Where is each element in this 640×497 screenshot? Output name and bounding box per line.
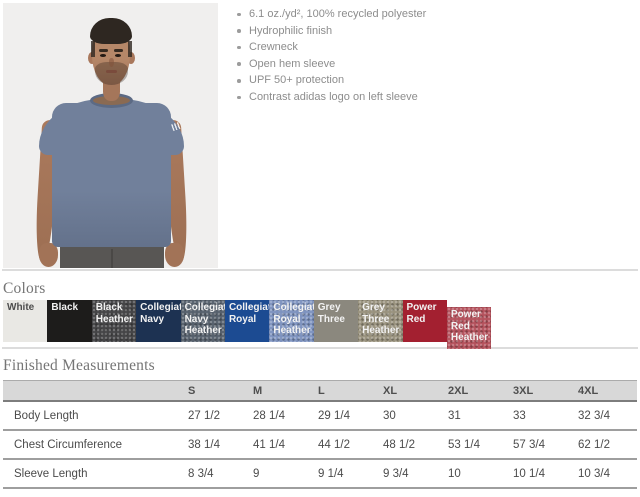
model-hair — [90, 18, 132, 44]
color-swatch-white[interactable]: White — [3, 300, 48, 342]
model-hand-right — [165, 243, 184, 267]
measurements-table: S M L XL 2XL 3XL 4XL Body Length 27 1/2 28 1/4 29… — [3, 380, 637, 489]
measurement-name-header — [3, 380, 182, 402]
measurement-value: 62 1/2 — [572, 430, 637, 460]
feature-list: 6.1 oz./yd², 100% recycled polyester Hydr… — [236, 6, 626, 106]
section-divider — [2, 269, 638, 271]
measurement-value: 38 1/4 — [182, 430, 247, 460]
feature-item: Contrast adidas logo on left sleeve — [236, 89, 626, 106]
color-swatch-collegiate-navy[interactable]: Collegiate Navy — [136, 300, 181, 342]
size-column-header-xl: XL — [377, 380, 442, 402]
tshirt-shading — [52, 191, 171, 247]
model-mouth — [106, 70, 117, 73]
measurement-value: 33 — [507, 401, 572, 431]
colors-heading: Colors — [3, 280, 46, 297]
color-swatch-black[interactable]: Black — [47, 300, 92, 342]
feature-item: UPF 50+ protection — [236, 72, 626, 89]
measurement-value: 44 1/2 — [312, 430, 377, 460]
measurement-value: 10 — [442, 459, 507, 489]
measurement-value: 10 3/4 — [572, 459, 637, 489]
measurements-heading: Finished Measurements — [3, 357, 155, 374]
feature-item: Open hem sleeve — [236, 56, 626, 73]
measurement-label: Body Length — [3, 401, 182, 431]
measurement-value: 53 1/4 — [442, 430, 507, 460]
measurement-row: Body Length 27 1/2 28 1/4 29 1/4 30 31 33 32 3/… — [3, 401, 637, 431]
section-divider — [2, 347, 638, 349]
product-model-photo — [3, 3, 218, 268]
color-swatch-power-red[interactable]: Power Red — [402, 300, 447, 342]
color-swatch-grey-three[interactable]: Grey Three — [313, 300, 359, 342]
measurement-value: 10 1/4 — [507, 459, 572, 489]
color-swatch-collegiate-navy-heather[interactable]: Collegiate Navy Heather — [181, 300, 225, 342]
measurement-value: 9 — [247, 459, 312, 489]
measurement-value: 8 3/4 — [182, 459, 247, 489]
measurement-value: 32 3/4 — [572, 401, 637, 431]
measurement-value: 30 — [377, 401, 442, 431]
color-swatch-power-red-heather[interactable]: Power Red Heather — [447, 307, 491, 349]
measurements-table-head: S M L XL 2XL 3XL 4XL — [3, 380, 637, 402]
model-sideburn-left — [91, 41, 95, 57]
measurement-value: 28 1/4 — [247, 401, 312, 431]
feature-item: 6.1 oz./yd², 100% recycled polyester — [236, 6, 626, 23]
size-column-header-s: S — [182, 380, 247, 402]
model-eyebrow-right — [114, 49, 123, 52]
color-swatch-collegiate-royal[interactable]: Collegiate Royal — [224, 300, 270, 342]
model-eyebrow-left — [99, 49, 108, 52]
model-eye-right — [115, 54, 121, 57]
color-swatch-black-heather[interactable]: Black Heather — [92, 300, 136, 342]
measurement-value: 9 3/4 — [377, 459, 442, 489]
size-header-row: S M L XL 2XL 3XL 4XL — [3, 380, 637, 402]
feature-item: Hydrophilic finish — [236, 23, 626, 40]
measurement-label: Sleeve Length — [3, 459, 182, 489]
color-swatch-collegiate-royal-heather[interactable]: Collegiate Royal Heather — [269, 300, 314, 342]
size-column-header-2xl: 2XL — [442, 380, 507, 402]
measurement-value: 41 1/4 — [247, 430, 312, 460]
model-beard — [95, 62, 128, 85]
measurement-value: 29 1/4 — [312, 401, 377, 431]
color-swatch-grey-three-heather[interactable]: Grey Three Heather — [358, 300, 402, 342]
model-hand-left — [39, 243, 58, 267]
model-eye-left — [100, 54, 106, 57]
measurements-table-body: Body Length 27 1/2 28 1/4 29 1/4 30 31 33 32 3/… — [3, 401, 637, 489]
size-column-header-3xl: 3XL — [507, 380, 572, 402]
measurement-label: Chest Circumference — [3, 430, 182, 460]
measurement-value: 57 3/4 — [507, 430, 572, 460]
measurement-value: 48 1/2 — [377, 430, 442, 460]
measurement-value: 31 — [442, 401, 507, 431]
feature-item: Crewneck — [236, 39, 626, 56]
measurement-row: Chest Circumference 38 1/4 41 1/4 44 1/2 48 … — [3, 430, 637, 460]
size-column-header-l: L — [312, 380, 377, 402]
size-column-header-4xl: 4XL — [572, 380, 637, 402]
tshirt-torso — [52, 103, 171, 247]
model-nose — [109, 58, 114, 67]
size-column-header-m: M — [247, 380, 312, 402]
measurement-value: 27 1/2 — [182, 401, 247, 431]
model-sideburn-right — [128, 41, 132, 57]
model-ear-right — [127, 52, 135, 64]
measurement-value: 9 1/4 — [312, 459, 377, 489]
measurement-row: Sleeve Length 8 3/4 9 9 1/4 9 3/4 10 10 1/4 10 … — [3, 459, 637, 489]
model-pants-seam — [111, 249, 113, 268]
